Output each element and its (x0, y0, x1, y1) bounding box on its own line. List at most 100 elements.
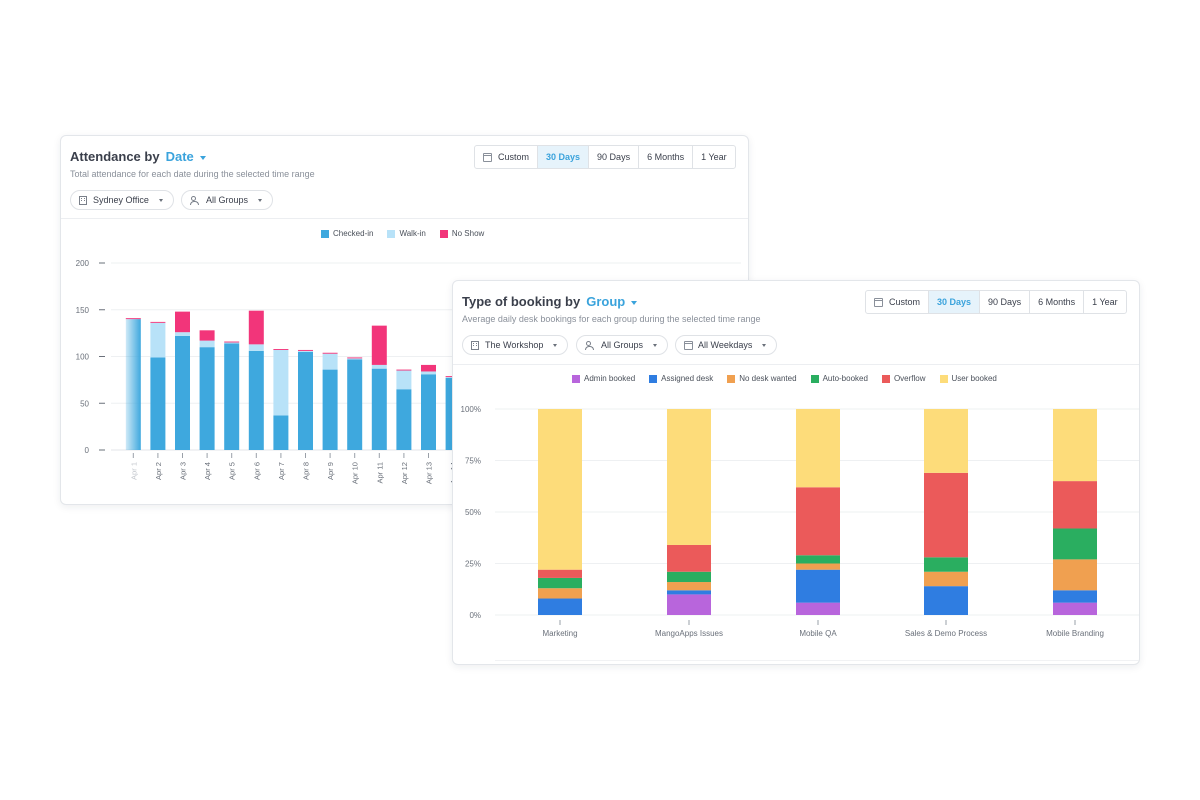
attendance-legend: Checked-in Walk-in No Show (321, 229, 498, 238)
bar-segment (421, 371, 436, 375)
range-90-days-button[interactable]: 90 Days (979, 291, 1029, 313)
legend-swatch (321, 229, 329, 238)
bar-segment (273, 349, 289, 350)
booking-subtitle: Average daily desk bookings for each gro… (462, 314, 761, 324)
bar-segment (396, 370, 412, 390)
legend-item-assigned-desk[interactable]: Assigned desk (649, 374, 713, 383)
divider (453, 364, 1139, 365)
range-30-days-button[interactable]: 30 Days (537, 146, 589, 168)
range-90-days-button[interactable]: 90 Days (588, 146, 638, 168)
bar-segment (224, 343, 240, 450)
chevron-down-icon (158, 198, 163, 202)
chevron-down-icon[interactable] (631, 300, 638, 305)
x-tick-label: Apr 6 (252, 462, 261, 480)
bar-segment (347, 358, 363, 360)
bar-segment (667, 594, 711, 615)
y-tick-label: 50 (80, 399, 89, 408)
chevron-down-icon (653, 343, 658, 347)
bar-segment (924, 571, 968, 587)
bar-segment (538, 409, 582, 570)
range-1-year-button[interactable]: 1 Year (1083, 291, 1126, 313)
x-tick-label: Apr 8 (302, 462, 311, 480)
y-tick-label: 0% (469, 611, 481, 620)
bar-segment (796, 602, 840, 615)
legend-item-checked-in[interactable]: Checked-in (321, 229, 373, 238)
booking-groupby-dropdown[interactable]: Group (586, 294, 626, 309)
building-icon (471, 340, 479, 350)
range-custom-button[interactable]: Custom (866, 291, 928, 313)
bar-segment (796, 487, 840, 556)
legend-item-admin-booked[interactable]: Admin booked (572, 374, 635, 383)
y-tick-label: 0 (85, 446, 90, 455)
x-tick-label: Apr 10 (351, 462, 360, 484)
x-tick-label: Apr 5 (228, 462, 237, 480)
groups-filter-label: All Groups (206, 195, 249, 205)
bar-segment (175, 335, 190, 450)
legend-swatch (572, 374, 580, 383)
bar-segment (371, 364, 387, 369)
y-tick-label: 100% (461, 405, 481, 414)
bar-segment (796, 563, 840, 570)
chevron-down-icon[interactable] (199, 155, 206, 160)
y-tick-label: 200 (76, 259, 90, 268)
divider (61, 218, 748, 219)
bar-segment (421, 374, 436, 450)
y-tick-label: 100 (76, 353, 90, 362)
legend-label: Checked-in (333, 229, 374, 238)
bar-segment (347, 357, 363, 359)
legend-item-user-booked[interactable]: User booked (939, 374, 997, 383)
groups-filter[interactable]: All Groups (576, 335, 669, 355)
y-tick-label: 150 (76, 306, 90, 315)
building-icon (79, 195, 87, 205)
legend-swatch (810, 374, 819, 383)
groups-filter[interactable]: All Groups (181, 190, 274, 210)
bar-segment (273, 415, 289, 450)
bar-segment (924, 557, 968, 572)
x-tick-label: Apr 12 (400, 462, 409, 484)
legend-swatch (939, 374, 948, 383)
range-1-year-button[interactable]: 1 Year (692, 146, 735, 168)
legend-item-no-desk-wanted[interactable]: No desk wanted (727, 374, 797, 383)
range-6-months-button[interactable]: 6 Months (1029, 291, 1083, 313)
x-tick-label: Marketing (542, 629, 577, 638)
chevron-down-icon (553, 343, 558, 347)
legend-item-walk-in[interactable]: Walk-in (387, 229, 426, 238)
legend-item-auto-booked[interactable]: Auto-booked (810, 374, 868, 383)
legend-item-overflow[interactable]: Overflow (881, 374, 926, 383)
attendance-groupby-dropdown[interactable]: Date (165, 149, 194, 164)
bar-segment (538, 577, 582, 589)
location-filter[interactable]: The Workshop (462, 335, 569, 355)
attendance-chart: 0 50 100 150 200 Apr 1 Apr 2 Apr 3 Apr 4 Apr 5 Apr… (76, 259, 741, 484)
bar-segment (248, 344, 264, 351)
legend-item-no-show[interactable]: No Show (439, 229, 484, 238)
bar-segment (1053, 528, 1097, 560)
x-tick-label: Mobile QA (799, 629, 837, 638)
range-custom-button[interactable]: Custom (475, 146, 537, 168)
weekdays-filter[interactable]: All Weekdays (675, 335, 778, 355)
bar-segment (150, 322, 166, 358)
range-custom-label: Custom (498, 152, 530, 162)
bar-segment (1053, 559, 1097, 591)
location-filter[interactable]: Sydney Office (70, 190, 174, 210)
bar-segment (273, 349, 289, 416)
bar-segment (667, 590, 711, 595)
range-6-months-button[interactable]: 6 Months (638, 146, 692, 168)
bar-segment (924, 472, 968, 558)
legend-label: No desk wanted (739, 374, 797, 383)
bar-segment (248, 350, 264, 450)
calendar-icon (684, 341, 693, 350)
x-tick-label: Apr 4 (203, 462, 212, 480)
range-30-days-button[interactable]: 30 Days (928, 291, 980, 313)
calendar-icon (483, 152, 492, 162)
bar-segment (1053, 481, 1097, 529)
bar-segment (199, 347, 215, 450)
range-custom-label: Custom (889, 297, 921, 307)
bar-segment (150, 321, 166, 323)
x-tick-label: Apr 7 (277, 462, 286, 480)
bar-segment (125, 319, 141, 450)
bar-segment (298, 349, 313, 351)
bar-segment (125, 318, 141, 320)
bar-segment (371, 368, 387, 450)
bar-segment (199, 330, 215, 341)
attendance-range-selector: Custom 30 Days 90 Days 6 Months 1 Year (474, 145, 736, 169)
